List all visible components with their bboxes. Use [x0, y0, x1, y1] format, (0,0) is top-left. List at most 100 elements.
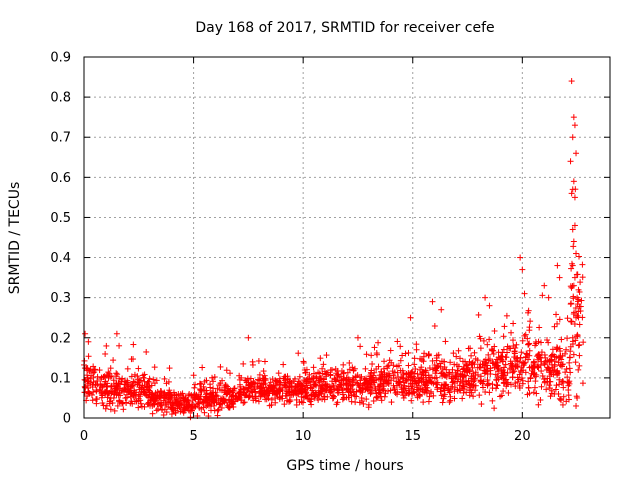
data-point	[224, 383, 231, 390]
data-point	[368, 352, 375, 359]
data-point	[490, 360, 497, 367]
data-point	[476, 364, 483, 371]
data-point	[407, 314, 414, 321]
data-point	[387, 347, 394, 354]
data-point	[517, 354, 524, 361]
data-point	[220, 396, 227, 403]
data-point	[516, 384, 523, 391]
data-point	[521, 290, 528, 297]
data-point	[519, 380, 526, 387]
data-point	[438, 369, 445, 376]
data-point	[567, 348, 574, 355]
data-point	[560, 384, 567, 391]
data-point	[370, 398, 377, 405]
data-point	[173, 391, 180, 398]
data-point	[164, 398, 171, 405]
data-point	[503, 376, 510, 383]
data-point	[191, 403, 198, 410]
data-point	[570, 295, 577, 302]
data-point	[293, 401, 300, 408]
data-point	[414, 386, 421, 393]
data-point	[288, 379, 295, 386]
data-point	[556, 354, 563, 361]
data-point	[272, 399, 279, 406]
data-point	[300, 358, 307, 365]
data-point	[576, 341, 583, 348]
data-point	[147, 402, 154, 409]
data-point	[539, 372, 546, 379]
data-point	[432, 381, 439, 388]
data-point	[447, 359, 454, 366]
data-point	[317, 355, 324, 362]
data-point	[494, 382, 501, 389]
y-axis-label: SRMTID / TECUs	[7, 182, 23, 295]
data-point	[229, 399, 236, 406]
data-point	[385, 388, 392, 395]
y-tick-label: 0.7	[50, 131, 71, 146]
data-point	[412, 365, 419, 372]
data-point	[396, 379, 403, 386]
data-point	[579, 380, 586, 387]
data-point	[115, 381, 122, 388]
data-point	[432, 367, 439, 374]
data-point	[572, 337, 579, 344]
data-point	[420, 388, 427, 395]
data-point	[448, 375, 455, 382]
data-point	[529, 363, 536, 370]
data-point	[570, 114, 577, 121]
data-point	[255, 398, 262, 405]
data-point	[431, 361, 438, 368]
data-point	[214, 407, 221, 414]
data-point	[518, 349, 525, 356]
data-point	[214, 385, 221, 392]
data-point	[102, 405, 109, 412]
y-tick-label: 0.8	[50, 91, 71, 106]
data-point	[451, 395, 458, 402]
data-point	[319, 365, 326, 372]
data-point	[437, 388, 444, 395]
data-point	[116, 342, 123, 349]
data-point	[486, 389, 493, 396]
y-tick-label: 0.3	[50, 291, 71, 306]
data-point	[410, 388, 417, 395]
data-point	[390, 372, 397, 379]
data-point	[204, 402, 211, 409]
data-point	[503, 312, 510, 319]
data-point	[418, 364, 425, 371]
data-point	[136, 386, 143, 393]
data-point	[500, 372, 507, 379]
data-point	[543, 386, 550, 393]
data-point	[148, 382, 155, 389]
data-point	[361, 380, 368, 387]
data-point	[150, 376, 157, 383]
data-point	[385, 373, 392, 380]
data-point	[470, 370, 477, 377]
data-point	[91, 369, 98, 376]
data-point	[376, 383, 383, 390]
data-point	[291, 375, 298, 382]
data-point	[573, 402, 580, 409]
data-point	[137, 400, 144, 407]
data-point	[379, 373, 386, 380]
data-point	[487, 365, 494, 372]
data-point	[535, 401, 542, 408]
data-point	[94, 377, 101, 384]
data-point	[562, 369, 569, 376]
data-point	[200, 399, 207, 406]
data-point	[285, 388, 292, 395]
data-point	[482, 362, 489, 369]
data-point	[495, 349, 502, 356]
data-point	[362, 386, 369, 393]
data-point	[235, 393, 242, 400]
data-point	[236, 381, 243, 388]
data-point	[568, 318, 575, 325]
data-point	[373, 377, 380, 384]
data-point	[576, 288, 583, 295]
data-point	[401, 382, 408, 389]
data-point	[564, 374, 571, 381]
data-point	[485, 351, 492, 358]
data-point	[468, 352, 475, 359]
data-point	[96, 386, 103, 393]
data-point	[331, 375, 338, 382]
data-point	[526, 340, 533, 347]
